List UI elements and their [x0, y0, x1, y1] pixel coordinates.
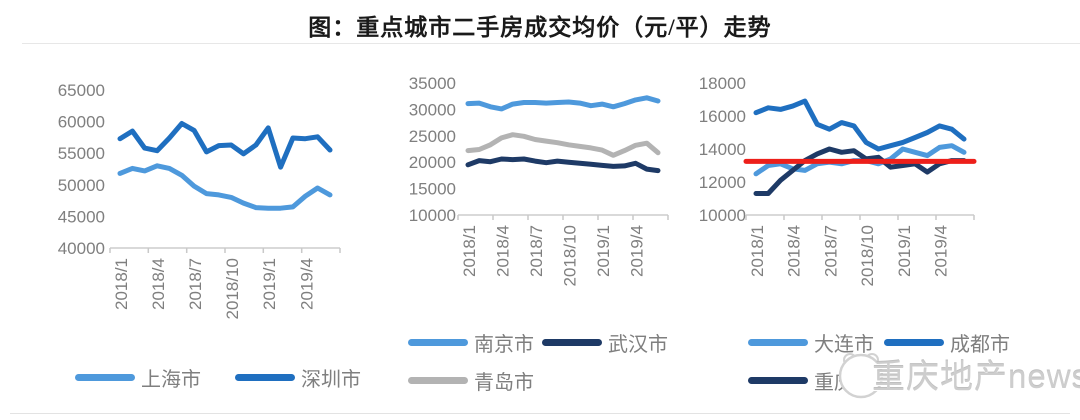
legend-label-dalian: 大连市: [814, 334, 874, 356]
legend-right-chart-row1: 大连市 成都市: [748, 328, 1010, 357]
title-divider: [22, 43, 1080, 44]
chart-shanghai-shenzhen: 65000 60000 55000 50000 45000 40000 2018/1 2018…: [58, 81, 341, 319]
y-tick-label: 16000: [699, 107, 746, 126]
bottom-divider: [10, 413, 1070, 414]
y-tick-label: 65000: [58, 81, 105, 100]
x-tick-label: 2019/4: [297, 258, 316, 310]
legend-item-dalian: 大连市: [748, 328, 874, 357]
series-line-chongqing: [753, 146, 967, 196]
x-tick-label: 2018/10: [561, 225, 580, 286]
legend-swatch-chengdu: [884, 339, 944, 346]
x-tick-label: 2019/1: [260, 258, 279, 310]
legend-swatch-wuhan: [542, 339, 602, 346]
y-tick-label: 50000: [58, 176, 105, 195]
legend-item-shanghai: 上海市: [75, 363, 201, 392]
legend-label-wuhan: 武汉市: [608, 334, 668, 356]
y-tick-label: 45000: [58, 207, 105, 226]
legend-label-qingdao: 青岛市: [474, 372, 534, 394]
x-tick-label: 2018/1: [748, 225, 767, 277]
y-tick-label: 10000: [699, 206, 746, 225]
series-line-shenzhen: [117, 121, 333, 170]
x-tick-label: 2018/1: [112, 258, 131, 310]
legend-label-chengdu: 成都市: [950, 334, 1010, 356]
legend-item-qingdao: 青岛市: [408, 366, 534, 395]
x-tick-label: 2019/4: [628, 225, 647, 277]
watermark: 重庆地产news: [834, 348, 1080, 400]
series-line-chengdu: [753, 98, 967, 152]
legend-left-chart: 上海市 深圳市: [75, 363, 361, 392]
legend-swatch-dalian: [748, 339, 808, 346]
legend-item-wuhan: 武汉市: [542, 328, 668, 357]
series-line-qingdao: [465, 132, 661, 158]
y-tick-label: 35000: [409, 74, 456, 93]
legend-label-shanghai: 上海市: [141, 369, 201, 391]
y-tick-label: 14000: [699, 140, 746, 159]
y-tick-label: 60000: [58, 113, 105, 132]
legend-swatch-qingdao: [408, 377, 468, 384]
legend-item-chengdu: 成都市: [884, 328, 1010, 357]
y-tick-label: 10000: [409, 206, 456, 225]
legend-label-shenzhen: 深圳市: [301, 369, 361, 391]
x-tick-label: 2019/4: [932, 225, 951, 277]
y-tick-label: 18000: [699, 74, 746, 93]
y-tick-label: 12000: [699, 173, 746, 192]
watermark-text: 重庆地产news: [872, 358, 1080, 395]
y-tick-label: 55000: [58, 144, 105, 163]
x-tick-label: 2019/1: [895, 225, 914, 277]
legend-swatch-shenzhen: [235, 374, 295, 381]
y-tick-label: 20000: [409, 153, 456, 172]
series-line-wuhan: [465, 156, 661, 174]
x-tick-label: 2018/7: [527, 225, 546, 277]
x-tick-label: 2018/4: [494, 225, 513, 277]
y-tick-label: 15000: [409, 180, 456, 199]
x-tick-label: 2018/7: [186, 258, 205, 310]
y-tick-label: 30000: [409, 100, 456, 119]
series-line-shanghai: [117, 163, 333, 211]
y-tick-label: 40000: [58, 239, 105, 258]
x-tick-label: 2018/1: [460, 225, 479, 277]
x-tick-label: 2018/4: [149, 258, 168, 310]
x-tick-label: 2018/10: [858, 225, 877, 286]
legend-label-nanjing: 南京市: [474, 334, 534, 356]
legend-item-shenzhen: 深圳市: [235, 363, 361, 392]
x-tick-label: 2018/7: [821, 225, 840, 277]
y-tick-label: 25000: [409, 127, 456, 146]
page-title: 图：重点城市二手房成交均价（元/平）走势: [308, 15, 772, 40]
x-tick-label: 2018/4: [785, 225, 804, 277]
legend-middle-chart-row2: 青岛市: [408, 366, 534, 395]
legend-swatch-nanjing: [408, 339, 468, 346]
legend-middle-chart-row1: 南京市 武汉市: [408, 328, 668, 357]
legend-item-nanjing: 南京市: [408, 328, 534, 357]
watermark-logo-icon: [838, 353, 884, 399]
x-tick-label: 2019/1: [594, 225, 613, 277]
series-line-nanjing: [465, 95, 661, 112]
x-tick-label: 2018/10: [223, 258, 242, 319]
legend-swatch-shanghai: [75, 374, 135, 381]
legend-swatch-chongqing: [748, 377, 808, 384]
